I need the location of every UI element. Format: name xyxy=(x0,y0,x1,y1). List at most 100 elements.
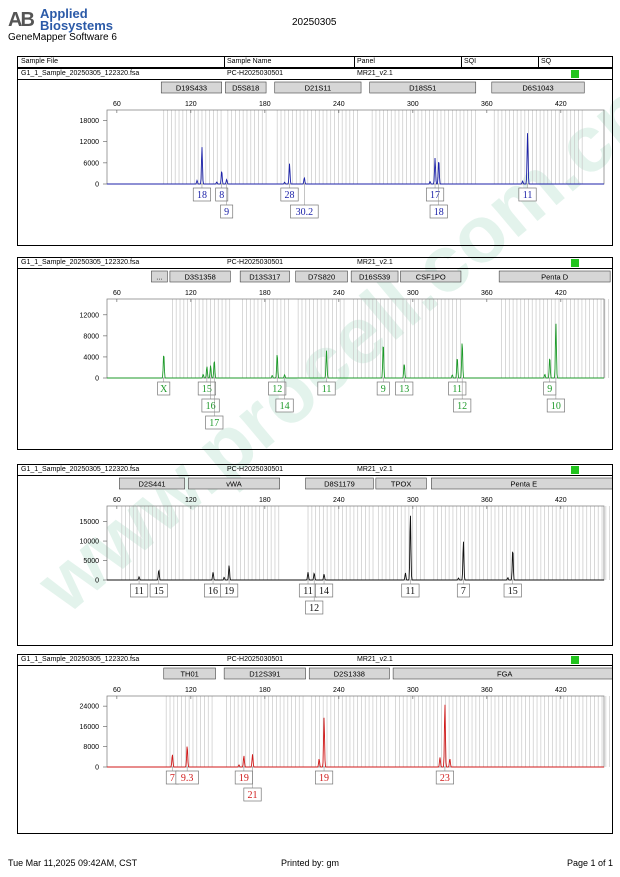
allele-call-box xyxy=(197,381,216,396)
marker-label: TH01 xyxy=(180,670,198,679)
marker-box xyxy=(350,270,399,283)
marker-box xyxy=(305,477,374,490)
trace-line xyxy=(107,704,604,768)
x-tick-label: 60 xyxy=(113,687,121,694)
allele-call-box xyxy=(290,204,319,219)
allele-call-box xyxy=(376,381,390,396)
trace-line xyxy=(107,133,604,185)
x-tick-label: 300 xyxy=(407,497,419,504)
x-tick-label: 360 xyxy=(481,101,493,108)
marker-label: D2S1338 xyxy=(334,670,365,679)
applied-biosystems-logo: AB Applied Biosystems xyxy=(8,6,128,40)
panel-file[interactable]: G1_1_Sample_20250305_122320.fsa xyxy=(21,466,140,473)
x-tick-label: 360 xyxy=(481,497,493,504)
plot-frame xyxy=(106,298,605,379)
allele-call-box xyxy=(175,770,199,785)
x-tick-label: 180 xyxy=(259,687,271,694)
allele-call-label: 16 xyxy=(206,401,216,412)
y-tick-label: 8000 xyxy=(83,744,99,751)
marker-label: D19S433 xyxy=(176,84,207,93)
panel-red: G1_1_Sample_20250305_122320.fsa PC-H2025… xyxy=(17,654,613,834)
allele-call-box xyxy=(205,415,224,430)
logo-line-2: Biosystems xyxy=(40,18,113,33)
marker-box xyxy=(375,477,427,490)
allele-call-box xyxy=(215,187,229,202)
allele-call-19: 19 xyxy=(234,767,253,785)
allele-call-7: 7 xyxy=(456,580,470,598)
sample-table-header: Sample File Sample Name Panel SQI SQ xyxy=(17,56,613,68)
trace-line xyxy=(107,323,604,379)
marker-label: D16S539 xyxy=(359,273,390,282)
allele-call-18: 18 xyxy=(192,184,212,202)
marker-label: D21S11 xyxy=(305,84,332,93)
allele-call-label: 12 xyxy=(457,401,467,412)
x-tick-label: 120 xyxy=(185,687,197,694)
logo-line-1: Applied xyxy=(40,6,88,21)
x-tick-label: 240 xyxy=(333,290,345,297)
sq-quality-flag xyxy=(571,70,579,78)
marker-label: D7S820 xyxy=(308,273,335,282)
allele-call-box xyxy=(305,600,324,615)
allele-call-label: 11 xyxy=(303,586,313,597)
allele-call-label: 19 xyxy=(224,586,234,597)
allele-call-label: 11 xyxy=(406,586,416,597)
allele-call-box xyxy=(425,187,445,202)
marker-box xyxy=(225,81,267,94)
allele-call-box xyxy=(401,583,420,598)
x-tick-label: 300 xyxy=(407,101,419,108)
marker-d3s1358: D3S1358 xyxy=(169,270,231,283)
allele-call-23: 23 xyxy=(435,767,454,785)
allele-call-box xyxy=(429,204,448,219)
allele-call-17: 17 xyxy=(205,378,224,430)
marker-box xyxy=(239,270,290,283)
panel-info-row: G1_1_Sample_20250305_122320.fsa PC-H2025… xyxy=(18,655,612,666)
allele-call-X: X xyxy=(157,378,171,396)
marker-box xyxy=(491,81,585,94)
marker-box xyxy=(188,477,280,490)
x-tick-label: 120 xyxy=(185,290,197,297)
allele-call-18: 18 xyxy=(429,184,448,219)
sq-quality-flag xyxy=(571,656,579,664)
panel-info-row: G1_1_Sample_20250305_122320.fsa PC-H2025… xyxy=(18,258,612,269)
y-tick-label: 12000 xyxy=(80,139,100,146)
marker-d5s818: D5S818 xyxy=(225,81,267,94)
marker-box xyxy=(151,270,168,283)
x-tick-label: 60 xyxy=(113,101,121,108)
trace-line xyxy=(107,515,604,581)
allele-call-box xyxy=(220,583,239,598)
allele-call-box xyxy=(435,770,454,785)
allele-call-label: X xyxy=(160,384,168,395)
marker-d7s820: D7S820 xyxy=(295,270,348,283)
allele-call-15: 15 xyxy=(149,580,168,598)
allele-call-label: 30.2 xyxy=(296,207,314,218)
allele-call-box xyxy=(448,381,467,396)
marker-label: D18S51 xyxy=(409,84,436,93)
panel-file[interactable]: G1_1_Sample_20250305_122320.fsa xyxy=(21,259,140,266)
allele-call-11: 11 xyxy=(401,580,420,598)
allele-call-12: 12 xyxy=(268,378,287,396)
marker-box xyxy=(119,477,185,490)
allele-call-label: 23 xyxy=(440,773,450,784)
marker-d18s51: D18S51 xyxy=(369,81,477,94)
allele-call-box xyxy=(395,381,414,396)
footer-printed-by: Printed by: gm xyxy=(281,858,340,868)
header-sqi: SQI xyxy=(464,58,477,65)
panel-file[interactable]: G1_1_Sample_20250305_122320.fsa xyxy=(21,70,140,77)
allele-call-box xyxy=(157,381,171,396)
allele-call-label: 16 xyxy=(208,586,218,597)
marker-label: D2S441 xyxy=(138,480,165,489)
marker-box xyxy=(169,270,231,283)
panel-panel-name: MR21_v2.1 xyxy=(357,70,393,77)
x-tick-label: 120 xyxy=(185,497,197,504)
x-tick-label: 60 xyxy=(113,497,121,504)
panel-file[interactable]: G1_1_Sample_20250305_122320.fsa xyxy=(21,656,140,663)
marker-label: D6S1043 xyxy=(522,84,553,93)
x-tick-label: 240 xyxy=(333,101,345,108)
allele-call-16: 16 xyxy=(201,378,220,413)
allele-call-label: 18 xyxy=(434,207,444,218)
allele-call-box xyxy=(243,787,262,802)
allele-call-label: 19 xyxy=(239,773,249,784)
x-tick-label: 240 xyxy=(333,687,345,694)
allele-call-label: 18 xyxy=(197,190,207,201)
panel-green: G1_1_Sample_20250305_122320.fsa PC-H2025… xyxy=(17,257,613,450)
